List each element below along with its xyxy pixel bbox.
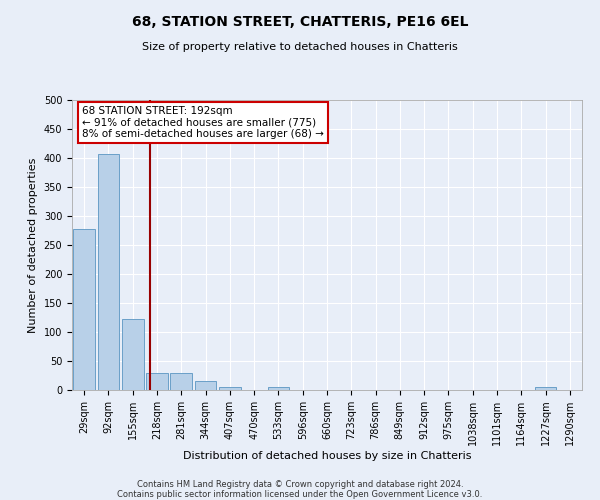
Bar [170,373,192,390]
Text: 68, STATION STREET, CHATTERIS, PE16 6EL: 68, STATION STREET, CHATTERIS, PE16 6EL [132,15,468,29]
Bar [268,386,289,390]
Bar [146,373,168,390]
Bar [97,154,119,390]
Text: 68 STATION STREET: 192sqm
← 91% of detached houses are smaller (775)
8% of semi-: 68 STATION STREET: 192sqm ← 91% of detac… [82,106,324,139]
Text: Size of property relative to detached houses in Chatteris: Size of property relative to detached ho… [142,42,458,52]
X-axis label: Distribution of detached houses by size in Chatteris: Distribution of detached houses by size … [183,451,471,461]
Text: Contains HM Land Registry data © Crown copyright and database right 2024.
Contai: Contains HM Land Registry data © Crown c… [118,480,482,500]
Bar [219,386,241,390]
Y-axis label: Number of detached properties: Number of detached properties [28,158,38,332]
Bar [122,319,143,390]
Bar [194,382,217,390]
Bar [535,386,556,390]
Bar [73,230,95,390]
